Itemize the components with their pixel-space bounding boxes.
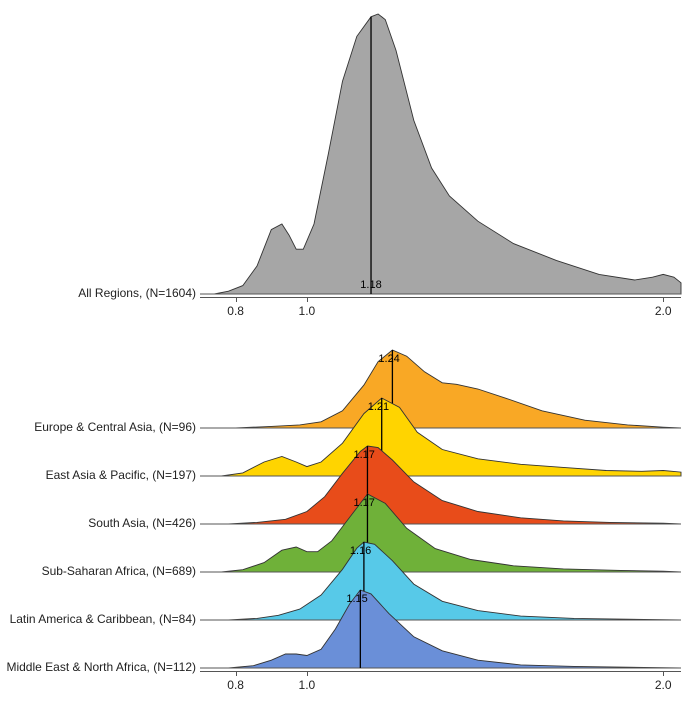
axis-tick-label: 2.0 — [655, 304, 672, 318]
row-label: Europe & Central Asia, (N=96) — [34, 420, 196, 434]
axis-tick — [307, 672, 308, 676]
row-label: South Asia, (N=426) — [88, 516, 196, 530]
axis-tick-label: 0.8 — [227, 304, 244, 318]
row-label: Latin America & Caribbean, (N=84) — [10, 612, 196, 626]
row-label: Middle East & North Africa, (N=112) — [6, 660, 196, 674]
axis-tick — [663, 672, 664, 676]
row-label: Sub-Saharan Africa, (N=689) — [42, 564, 196, 578]
median-label: 1.17 — [353, 497, 374, 509]
density-path — [229, 590, 682, 668]
axis-tick-label: 0.8 — [227, 678, 244, 692]
top-panel: 0.8 1.0 2.0 1.18 All Regions, (N=1604) — [0, 8, 696, 326]
density-all-regions — [214, 14, 681, 294]
median-label: 1.21 — [368, 401, 389, 413]
axis-tick — [663, 298, 664, 302]
median-label: 1.17 — [353, 449, 374, 461]
row-label-all-regions: All Regions, (N=1604) — [78, 286, 196, 300]
median-label: 1.24 — [378, 353, 399, 365]
axis-tick-label: 1.0 — [299, 678, 316, 692]
bottom-panel: 0.8 1.0 2.0 1.24 Europe & Central Asia, (N=… — [0, 350, 696, 700]
axis-tick-label: 1.0 — [299, 304, 316, 318]
axis-tick — [307, 298, 308, 302]
axis-tick — [236, 298, 237, 302]
median-label: 1.16 — [350, 545, 371, 557]
row-label: East Asia & Pacific, (N=197) — [46, 468, 196, 482]
ridge-all-regions: 1.18 — [200, 14, 681, 294]
ridge-row: 1.15 — [200, 590, 681, 668]
median-label: 1.18 — [360, 279, 381, 291]
median-label: 1.15 — [346, 593, 367, 605]
top-x-axis: 0.8 1.0 2.0 — [200, 298, 681, 326]
bottom-x-axis: 0.8 1.0 2.0 — [200, 672, 681, 700]
axis-tick-label: 2.0 — [655, 678, 672, 692]
axis-tick — [236, 672, 237, 676]
